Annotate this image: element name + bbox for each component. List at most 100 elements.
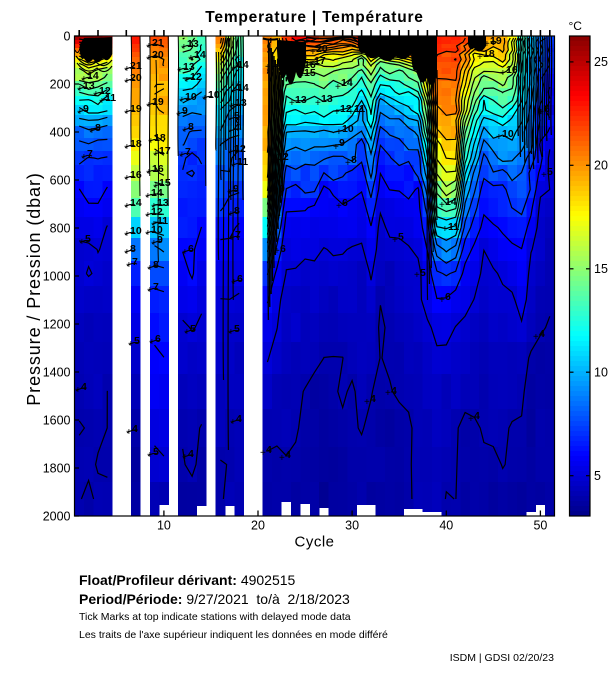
svg-text:5: 5 <box>234 110 240 122</box>
svg-text:+: + <box>179 150 185 161</box>
svg-text:13: 13 <box>183 61 195 73</box>
svg-text:1400: 1400 <box>43 365 71 379</box>
svg-text:10: 10 <box>342 123 354 135</box>
svg-text:12: 12 <box>99 85 111 97</box>
svg-text:7: 7 <box>132 256 138 268</box>
svg-text:15: 15 <box>304 67 316 79</box>
svg-text:+: + <box>145 228 151 239</box>
svg-text:+: + <box>126 427 132 438</box>
svg-text:14: 14 <box>237 82 249 94</box>
svg-text:16: 16 <box>506 64 518 76</box>
svg-text:+: + <box>496 132 502 143</box>
svg-text:5: 5 <box>594 469 601 483</box>
svg-text:14: 14 <box>341 77 353 89</box>
svg-text:14: 14 <box>130 197 142 209</box>
svg-text:10: 10 <box>185 91 197 103</box>
svg-text:+: + <box>81 152 87 163</box>
svg-text:+: + <box>124 76 130 87</box>
svg-text:8: 8 <box>153 259 159 271</box>
svg-text:15: 15 <box>159 177 171 189</box>
svg-text:+: + <box>151 219 157 230</box>
svg-text:+: + <box>298 63 304 74</box>
svg-text:12: 12 <box>151 206 163 218</box>
svg-text:+: + <box>231 63 237 74</box>
svg-text:50: 50 <box>533 519 547 533</box>
svg-text:+: + <box>179 95 185 106</box>
svg-text:+: + <box>228 327 234 338</box>
svg-text:10: 10 <box>157 519 171 533</box>
svg-text:10: 10 <box>502 128 514 140</box>
svg-text:4: 4 <box>81 381 87 393</box>
svg-text:+: + <box>182 247 188 258</box>
svg-text:13: 13 <box>187 38 199 50</box>
svg-text:Tick Marks at top indicate sta: Tick Marks at top indicate stations with… <box>79 611 351 623</box>
svg-text:13: 13 <box>157 197 169 209</box>
svg-text:18: 18 <box>295 51 307 63</box>
svg-text:18: 18 <box>130 138 142 150</box>
svg-text:+: + <box>279 453 285 464</box>
svg-text:+: + <box>93 89 99 100</box>
svg-text:+: + <box>230 417 236 428</box>
svg-text:11: 11 <box>448 221 459 233</box>
svg-text:2000: 2000 <box>43 509 71 523</box>
svg-text:12: 12 <box>234 143 246 155</box>
svg-text:4: 4 <box>132 423 138 435</box>
svg-text:+: + <box>124 201 130 212</box>
svg-text:20: 20 <box>316 43 328 55</box>
svg-text:+: + <box>184 327 190 338</box>
svg-text:+: + <box>124 64 130 75</box>
svg-text:+: + <box>298 71 304 82</box>
svg-text:+: + <box>335 82 341 93</box>
svg-text:400: 400 <box>50 125 71 139</box>
svg-text:+: + <box>177 65 183 76</box>
svg-text:19: 19 <box>271 58 283 70</box>
svg-text:20: 20 <box>594 159 608 173</box>
svg-text:5: 5 <box>153 446 159 458</box>
svg-text:+: + <box>124 173 130 184</box>
svg-text:+: + <box>231 86 237 97</box>
svg-text:+: + <box>289 55 295 66</box>
svg-text:20: 20 <box>130 72 142 84</box>
svg-text:Pressure / Pression (dbar): Pressure / Pression (dbar) <box>24 172 44 405</box>
svg-text:+: + <box>145 210 151 221</box>
svg-text:+: + <box>149 337 155 348</box>
svg-text:6: 6 <box>544 103 550 115</box>
svg-text:14: 14 <box>87 70 99 82</box>
svg-text:4: 4 <box>539 328 545 340</box>
svg-text:+: + <box>147 263 153 274</box>
svg-text:+: + <box>128 339 134 350</box>
svg-text:5: 5 <box>85 233 91 245</box>
svg-text:+: + <box>439 200 445 211</box>
svg-text:+: + <box>146 100 152 111</box>
svg-text:ISDM | GDSI 02/20/23: ISDM | GDSI 02/20/23 <box>450 652 554 664</box>
svg-text:+: + <box>228 126 234 137</box>
svg-text:+: + <box>231 160 237 171</box>
svg-text:+: + <box>124 107 130 118</box>
svg-text:13: 13 <box>321 93 333 105</box>
svg-text:+: + <box>280 47 286 58</box>
svg-text:+: + <box>392 235 398 246</box>
svg-text:+: + <box>146 167 152 178</box>
svg-text:Cycle: Cycle <box>294 534 334 551</box>
svg-text:7: 7 <box>185 146 191 158</box>
svg-text:+: + <box>75 385 81 396</box>
svg-text:+: + <box>274 246 280 257</box>
svg-text:6: 6 <box>280 243 286 255</box>
svg-text:+: + <box>151 201 157 212</box>
svg-text:10: 10 <box>208 89 220 101</box>
svg-text:+: + <box>439 295 445 306</box>
svg-text:+: + <box>414 270 420 281</box>
svg-text:4: 4 <box>234 122 240 134</box>
svg-text:+: + <box>147 285 153 296</box>
svg-text:16: 16 <box>152 163 164 175</box>
svg-text:+: + <box>308 59 314 70</box>
svg-text:200: 200 <box>50 77 71 91</box>
svg-text:11: 11 <box>354 103 365 115</box>
svg-text:+: + <box>229 233 235 244</box>
svg-text:4: 4 <box>474 410 480 422</box>
svg-text:+: + <box>231 277 237 288</box>
svg-text:+: + <box>228 114 234 125</box>
svg-text:+: + <box>228 147 234 158</box>
svg-text:Les traits de l'axe supérieur: Les traits de l'axe supérieur indiquent … <box>79 629 388 641</box>
svg-text:5: 5 <box>420 267 426 279</box>
